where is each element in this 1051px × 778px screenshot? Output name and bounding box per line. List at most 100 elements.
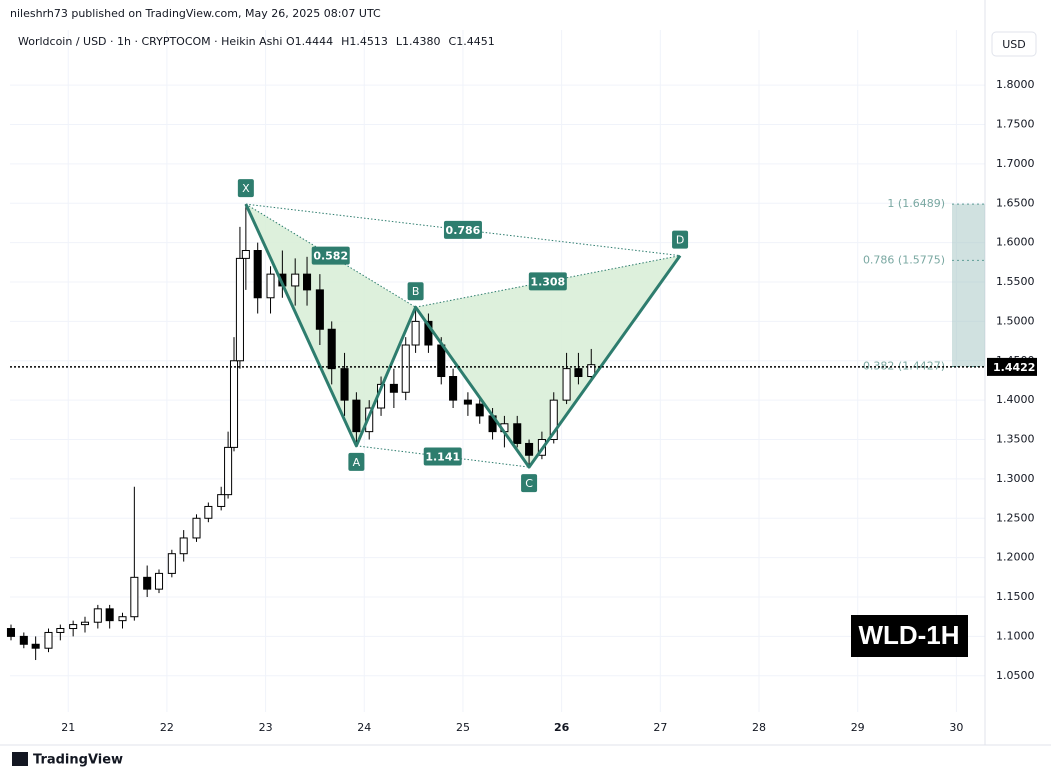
candle-body: [224, 446, 233, 496]
candle-body: [56, 628, 65, 633]
fib-label: 0.786 (1.5775): [863, 253, 945, 266]
point-badge: [348, 452, 365, 471]
x-tick-label: 22: [160, 721, 174, 734]
candle-body: [105, 608, 114, 622]
ratio-label: 1.308: [530, 275, 565, 288]
candle-body: [291, 273, 300, 287]
ratio-line: [415, 255, 681, 308]
x-tick-label: 21: [61, 721, 75, 734]
ratio-badge: [423, 447, 462, 466]
candle-body: [513, 423, 522, 444]
point-label: A: [353, 456, 361, 469]
candle-body: [93, 608, 102, 623]
currency: USD: [1002, 38, 1026, 51]
ratio-badge: [311, 246, 350, 265]
chart-title: Worldcoin / USD · 1h · CRYPTOCOM · Heiki…: [18, 35, 282, 48]
candle-body: [389, 383, 398, 393]
point-label: D: [676, 234, 684, 247]
point-badge: [407, 282, 424, 301]
ohlc-value: H1.4513: [341, 35, 388, 48]
x-tick-label: 29: [851, 721, 865, 734]
point-label: B: [412, 285, 420, 298]
y-tick-label: 1.4000: [996, 393, 1035, 406]
candle-body: [69, 624, 78, 630]
badge: WLD-1H: [858, 620, 959, 650]
candle-body: [562, 368, 571, 401]
y-tick-label: 1.2000: [996, 551, 1035, 564]
ratio-badge: [443, 220, 482, 239]
brand: TradingView: [33, 753, 123, 768]
point-badge: [237, 179, 254, 198]
candle-body: [449, 376, 458, 401]
x-tick-label: 25: [456, 721, 470, 734]
candle-body: [340, 368, 349, 401]
ratio-label: 0.786: [446, 224, 481, 237]
candle-body: [204, 505, 213, 519]
candle-body: [424, 320, 433, 346]
candle-body: [525, 442, 534, 456]
fib-zone: [952, 204, 985, 367]
price-badge: [987, 357, 1037, 376]
currency-box[interactable]: [991, 31, 1037, 57]
candle-body: [303, 273, 312, 291]
point-badge: [672, 230, 689, 249]
ratio-line: [245, 203, 681, 257]
published-note: nileshrh73 published on TradingView.com,…: [10, 7, 381, 20]
candle-body: [365, 407, 374, 433]
candle-body: [44, 631, 53, 649]
y-tick-label: 1.2500: [996, 511, 1035, 524]
ratio-line: [356, 445, 530, 468]
point-label: X: [242, 182, 250, 195]
y-tick-label: 1.1500: [996, 590, 1035, 603]
x-tick-label: 27: [653, 721, 667, 734]
y-tick-label: 1.3000: [996, 472, 1035, 485]
brand-logo: [12, 752, 28, 766]
candle-body: [315, 289, 324, 330]
candle-body: [401, 344, 410, 393]
ohlc-value: C1.4451: [449, 35, 495, 48]
candle-body: [130, 576, 139, 618]
pattern-fill: [415, 255, 681, 468]
candle-body: [192, 517, 201, 539]
candle-body: [31, 643, 40, 649]
x-tick-label: 30: [949, 721, 963, 734]
y-tick-label: 1.3500: [996, 433, 1035, 446]
fib-label: 1 (1.6489): [887, 197, 945, 210]
y-tick-label: 1.6000: [996, 236, 1035, 249]
price-label: 1.4422: [993, 361, 1035, 374]
candle-body: [266, 273, 275, 299]
candle-body: [253, 250, 262, 299]
candle-body: [574, 368, 583, 378]
candle-body: [19, 635, 28, 645]
candle-body: [327, 328, 336, 370]
x-tick-label: 28: [752, 721, 766, 734]
candle-body: [154, 572, 164, 590]
point-badge: [521, 474, 538, 493]
y-tick-label: 1.6500: [996, 196, 1035, 209]
candle-body: [217, 494, 226, 507]
pattern-leg: [244, 203, 682, 469]
y-tick-label: 1.0500: [996, 669, 1035, 682]
x-tick-label: 26: [554, 721, 570, 734]
candle-body: [229, 360, 239, 448]
candle-body: [179, 537, 188, 555]
y-tick-label: 1.5500: [996, 275, 1035, 288]
candle-body: [475, 403, 484, 417]
candle-body: [411, 320, 420, 346]
ratio-label: 0.582: [313, 250, 348, 263]
candle-body: [437, 344, 446, 378]
candle-body: [549, 399, 558, 441]
ohlc-value: L1.4380: [396, 35, 441, 48]
y-tick-label: 1.1000: [996, 629, 1035, 642]
pattern-fill: [245, 204, 416, 446]
badge-box: [851, 615, 968, 657]
ratio-badge: [528, 272, 567, 291]
candle-body: [352, 399, 361, 433]
ohlc-value: O1.4444: [286, 35, 333, 48]
candle-body: [143, 576, 152, 590]
fib-label: 0.382 (1.4427): [863, 360, 945, 373]
candle-body: [6, 628, 16, 637]
x-tick-label: 24: [357, 721, 371, 734]
